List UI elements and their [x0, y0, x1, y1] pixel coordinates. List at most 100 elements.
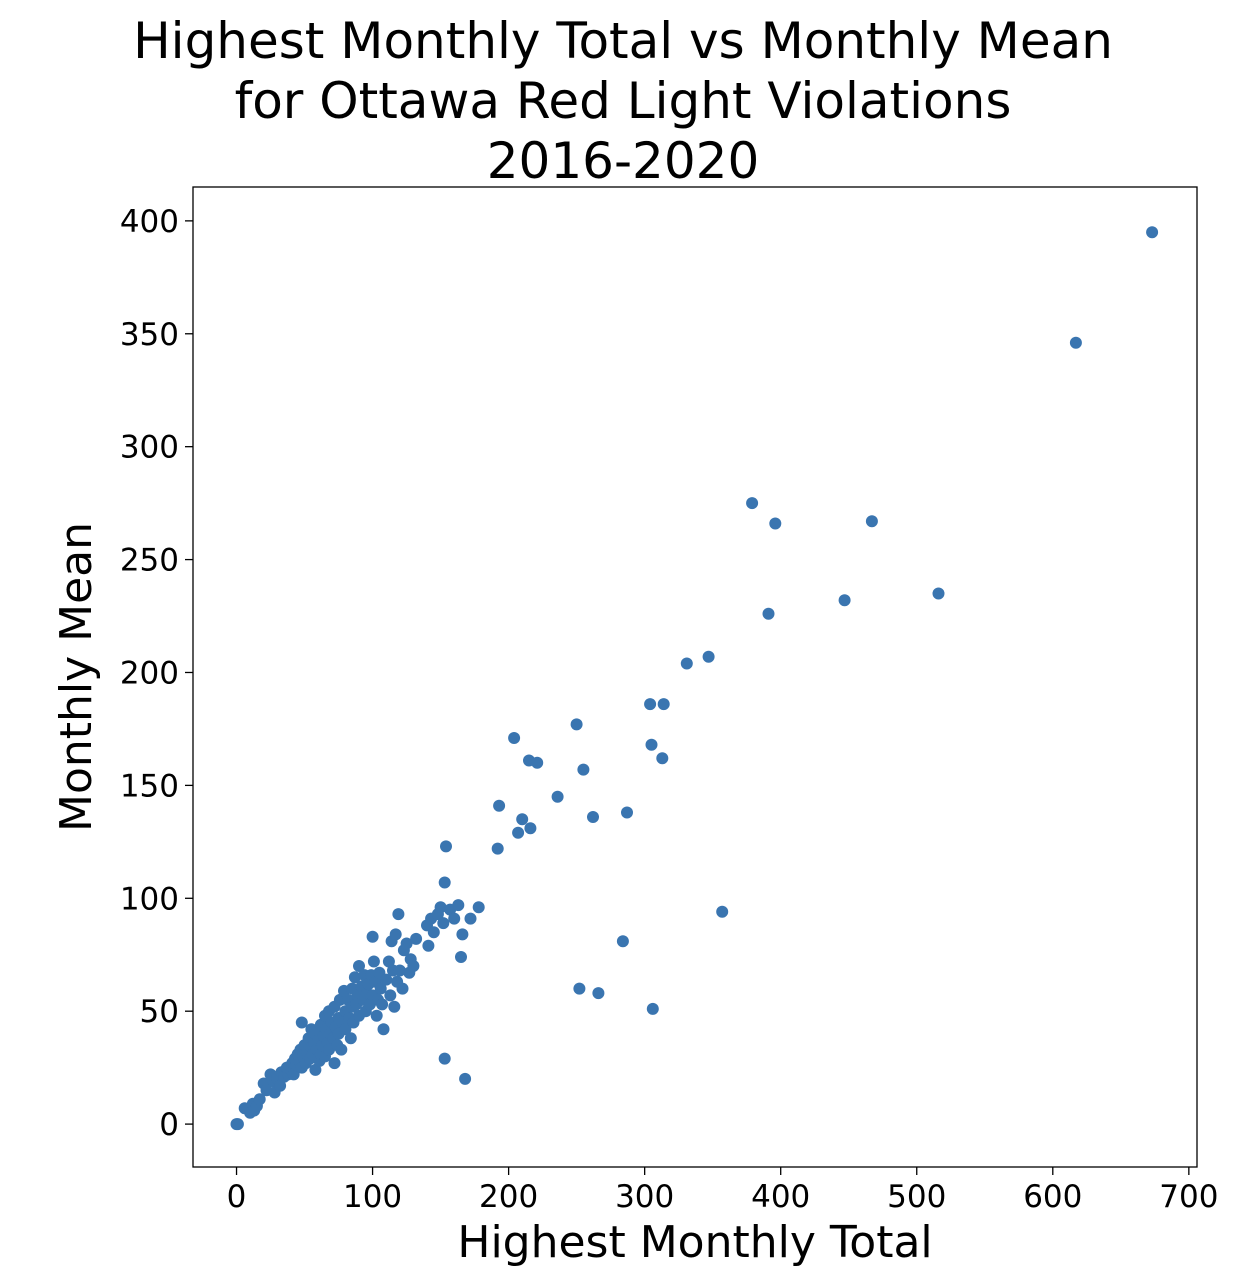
- x-tick-label: 500: [887, 1179, 946, 1215]
- data-point: [452, 899, 465, 912]
- data-point: [438, 876, 451, 889]
- data-point: [646, 1002, 659, 1015]
- x-tick-label: 100: [343, 1179, 402, 1215]
- data-point: [410, 932, 423, 945]
- data-point: [644, 698, 657, 711]
- y-tick-label: 250: [120, 543, 179, 579]
- data-point: [838, 594, 851, 607]
- data-point: [437, 917, 450, 930]
- y-tick-label: 350: [120, 317, 179, 353]
- y-tick-label: 300: [120, 430, 179, 466]
- data-point: [392, 908, 405, 921]
- data-point: [865, 515, 878, 528]
- data-point: [400, 937, 413, 950]
- plot-frame: [192, 186, 1198, 1168]
- data-point: [516, 813, 529, 826]
- data-point: [621, 806, 633, 819]
- x-tick-label: 700: [1159, 1179, 1218, 1215]
- data-point: [746, 497, 759, 510]
- data-point: [440, 840, 452, 853]
- data-point: [384, 989, 397, 1002]
- data-point: [657, 698, 670, 711]
- chart-title-line-2: for Ottawa Red Light Violations: [234, 72, 1012, 130]
- y-tick-label: 50: [140, 994, 179, 1030]
- data-point: [616, 935, 629, 948]
- y-tick-label: 150: [120, 768, 179, 804]
- data-point: [459, 1072, 472, 1085]
- chart-title-line-1: Highest Monthly Total vs Monthly Mean: [133, 12, 1113, 70]
- data-point: [422, 939, 435, 952]
- data-point: [253, 1093, 266, 1106]
- data-point: [333, 993, 346, 1006]
- data-point: [339, 1023, 352, 1036]
- x-axis-label: Highest Monthly Total: [457, 1217, 932, 1268]
- data-point: [645, 738, 658, 751]
- data-point: [769, 517, 782, 530]
- data-point: [680, 657, 693, 670]
- data-point: [702, 650, 715, 663]
- data-point: [1146, 226, 1159, 239]
- data-point: [353, 960, 365, 972]
- data-point: [388, 1000, 401, 1013]
- x-tick-label: 0: [227, 1179, 247, 1215]
- data-point: [348, 971, 361, 984]
- data-point: [472, 901, 485, 914]
- data-point: [370, 1009, 383, 1022]
- data-point: [512, 826, 525, 839]
- data-point: [573, 982, 586, 995]
- data-point: [448, 912, 461, 925]
- data-point: [524, 822, 537, 835]
- data-point: [587, 811, 599, 823]
- x-tick-label: 400: [751, 1179, 810, 1215]
- data-point: [374, 982, 387, 995]
- data-point: [335, 1043, 348, 1056]
- data-point: [367, 955, 380, 968]
- data-point: [344, 1032, 357, 1045]
- data-point: [762, 607, 775, 620]
- x-tick-label: 600: [1023, 1179, 1082, 1215]
- data-point: [382, 955, 395, 968]
- points-layer: [230, 226, 1159, 1131]
- y-tick-label: 400: [120, 204, 179, 240]
- data-point: [932, 587, 945, 600]
- data-point: [434, 901, 447, 914]
- y-tick-label: 0: [159, 1107, 179, 1143]
- data-point: [295, 1016, 308, 1029]
- chart-title-line-3: 2016-2020: [486, 132, 760, 190]
- data-point: [656, 752, 669, 765]
- data-point: [592, 987, 605, 1000]
- data-point: [531, 756, 544, 769]
- data-point: [508, 732, 521, 744]
- y-axis-ticks: 0 50 100 150 200 250 300 350 400: [120, 204, 193, 1143]
- data-point: [491, 842, 504, 855]
- data-point: [274, 1079, 287, 1092]
- data-point: [493, 799, 506, 812]
- data-point: [577, 763, 590, 776]
- data-point: [393, 964, 406, 977]
- data-point: [455, 951, 467, 963]
- x-tick-label: 200: [479, 1179, 538, 1215]
- y-tick-label: 100: [120, 881, 179, 917]
- data-point: [309, 1063, 322, 1076]
- data-point: [376, 998, 389, 1011]
- data-point: [380, 973, 393, 986]
- x-tick-label: 300: [615, 1179, 674, 1215]
- data-point: [464, 912, 477, 925]
- data-point: [551, 790, 564, 803]
- data-point: [231, 1118, 244, 1131]
- data-point: [1069, 336, 1082, 349]
- data-point: [427, 926, 440, 939]
- data-point: [377, 1023, 390, 1036]
- y-axis-label: Monthly Mean: [51, 522, 102, 832]
- data-point: [456, 928, 469, 941]
- data-point: [328, 1057, 341, 1070]
- data-point: [716, 905, 729, 918]
- data-point: [396, 982, 409, 995]
- data-point: [570, 718, 583, 731]
- x-axis-ticks: 0 100 200 300 400 500 600 700: [227, 1167, 1218, 1215]
- data-point: [438, 1052, 451, 1065]
- data-point: [366, 930, 379, 943]
- data-point: [389, 928, 402, 941]
